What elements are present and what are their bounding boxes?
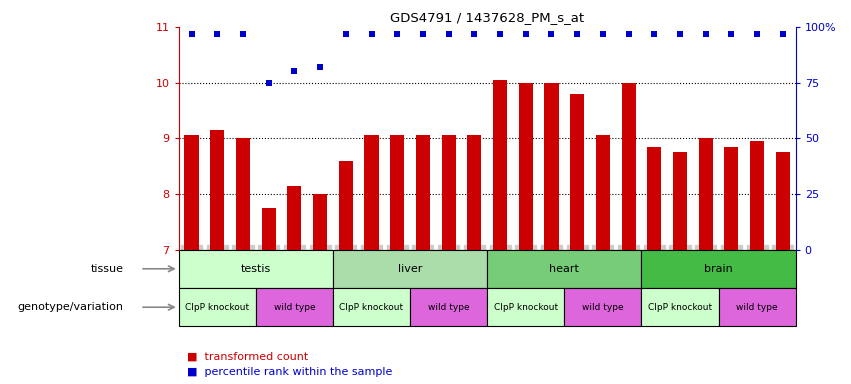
Text: wild type: wild type xyxy=(736,303,778,312)
Text: testis: testis xyxy=(241,264,271,274)
Text: wild type: wild type xyxy=(428,303,470,312)
Point xyxy=(210,30,224,36)
Bar xyxy=(750,141,764,250)
Bar xyxy=(364,136,379,250)
Point xyxy=(519,30,533,36)
Bar xyxy=(570,94,585,250)
Text: tissue: tissue xyxy=(90,264,123,274)
Text: ClpP knockout: ClpP knockout xyxy=(340,303,403,312)
Text: liver: liver xyxy=(398,264,422,274)
Text: ClpP knockout: ClpP knockout xyxy=(494,303,557,312)
Bar xyxy=(333,250,487,288)
Bar xyxy=(339,161,353,250)
Point xyxy=(776,30,790,36)
Bar xyxy=(442,136,455,250)
Point xyxy=(467,30,481,36)
Bar xyxy=(467,136,482,250)
Point xyxy=(622,30,636,36)
Point xyxy=(339,30,352,36)
Bar xyxy=(410,288,487,326)
Point xyxy=(724,30,738,36)
Point xyxy=(545,30,558,36)
Bar xyxy=(179,250,333,288)
Bar xyxy=(313,194,327,250)
Bar xyxy=(648,147,661,250)
Bar xyxy=(718,288,796,326)
Point xyxy=(391,30,404,36)
Point xyxy=(596,30,609,36)
Bar xyxy=(210,130,225,250)
Text: heart: heart xyxy=(550,264,580,274)
Text: ■  percentile rank within the sample: ■ percentile rank within the sample xyxy=(187,367,392,377)
Bar xyxy=(621,83,636,250)
Point xyxy=(185,30,198,36)
Bar xyxy=(185,136,198,250)
Text: brain: brain xyxy=(704,264,733,274)
Bar xyxy=(493,80,507,250)
Point xyxy=(313,64,327,70)
Bar xyxy=(699,138,713,250)
Text: ■  transformed count: ■ transformed count xyxy=(187,352,308,362)
Bar xyxy=(596,136,610,250)
Bar xyxy=(642,288,718,326)
Point xyxy=(673,30,687,36)
Point xyxy=(648,30,661,36)
Bar xyxy=(776,152,790,250)
Bar xyxy=(261,208,276,250)
Text: genotype/variation: genotype/variation xyxy=(17,302,123,312)
Title: GDS4791 / 1437628_PM_s_at: GDS4791 / 1437628_PM_s_at xyxy=(390,11,585,24)
Bar xyxy=(390,136,404,250)
Bar xyxy=(519,83,533,250)
Bar xyxy=(416,136,430,250)
Text: ClpP knockout: ClpP knockout xyxy=(648,303,712,312)
Text: ClpP knockout: ClpP knockout xyxy=(186,303,249,312)
Text: wild type: wild type xyxy=(582,303,624,312)
Point xyxy=(365,30,379,36)
Bar xyxy=(487,288,564,326)
Point xyxy=(237,30,250,36)
Text: wild type: wild type xyxy=(273,303,315,312)
Point xyxy=(699,30,712,36)
Bar xyxy=(487,250,642,288)
Bar xyxy=(642,250,796,288)
Bar xyxy=(333,288,410,326)
Bar xyxy=(673,152,687,250)
Bar xyxy=(256,288,333,326)
Bar xyxy=(179,288,256,326)
Point xyxy=(288,68,301,74)
Point xyxy=(751,30,764,36)
Point xyxy=(416,30,430,36)
Point xyxy=(570,30,584,36)
Point xyxy=(442,30,455,36)
Bar xyxy=(545,83,558,250)
Bar xyxy=(236,138,250,250)
Bar xyxy=(724,147,739,250)
Bar xyxy=(288,185,301,250)
Bar xyxy=(564,288,642,326)
Point xyxy=(262,79,276,86)
Point xyxy=(494,30,507,36)
